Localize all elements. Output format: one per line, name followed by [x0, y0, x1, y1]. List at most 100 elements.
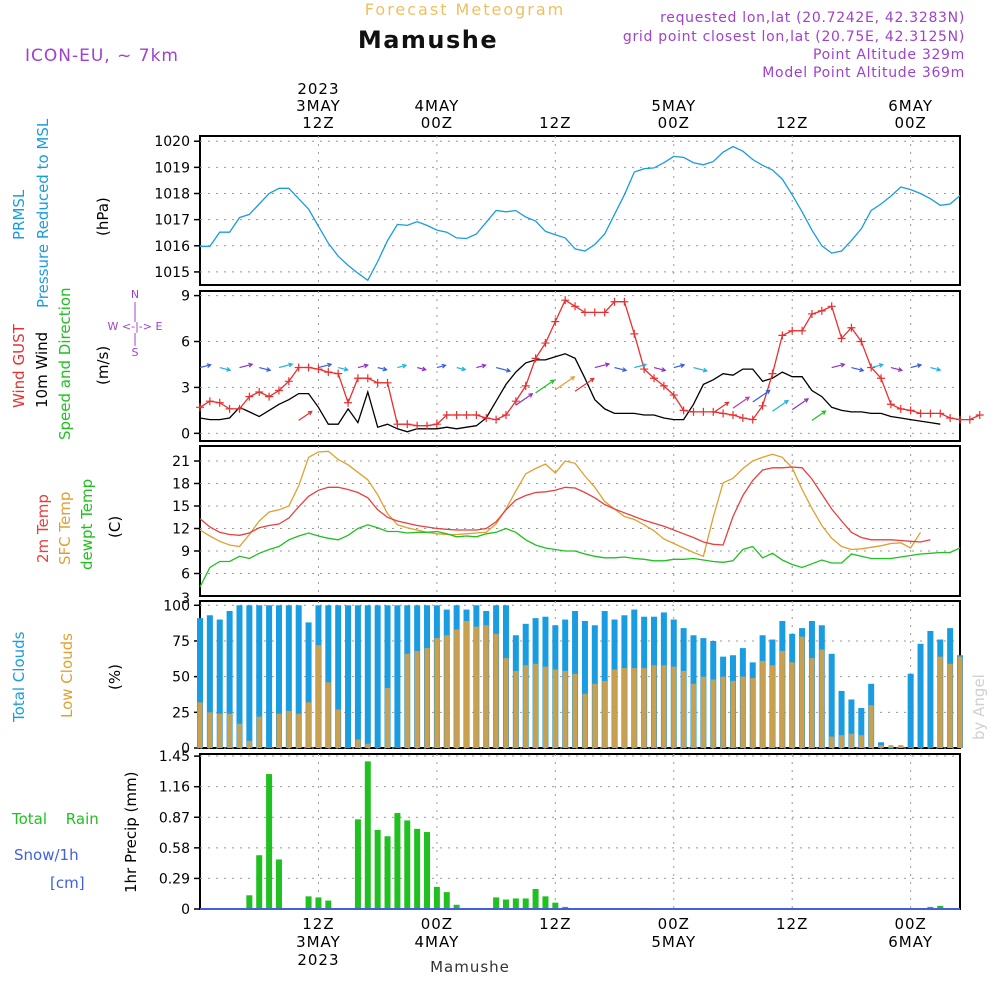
ytick-label: 3 — [181, 591, 190, 607]
gust-marker — [383, 378, 392, 387]
wind-arrow-head — [550, 379, 556, 385]
pressure-label-msl: Pressure Reduced to MSL — [34, 118, 52, 308]
total-cloud-bar — [275, 605, 282, 748]
total-cloud-bar — [828, 653, 835, 748]
wind-arrow — [554, 376, 575, 391]
wind-arrow — [456, 366, 466, 371]
gust-marker — [521, 381, 530, 390]
wind-arrow-head — [402, 363, 408, 369]
rain-bar — [552, 902, 559, 909]
gust-marker — [837, 334, 846, 343]
gust-marker — [857, 337, 866, 346]
rain-bar — [246, 895, 253, 909]
ytick-label: 75 — [172, 634, 190, 650]
gust-marker — [324, 368, 333, 377]
time-label-top: 12Z — [302, 114, 334, 132]
low-cloud-bar — [296, 713, 302, 748]
low-cloud-bar — [533, 663, 539, 748]
wind-arrow — [476, 364, 486, 369]
gust-marker — [265, 392, 274, 401]
low-cloud-bar — [483, 625, 489, 748]
gust-marker — [699, 407, 708, 416]
wind-arrow-head — [505, 367, 512, 373]
panel-temp: 6 9 12 15 18 21 3 — [172, 445, 961, 607]
precip-label-cm: [cm] — [50, 874, 85, 892]
gust-marker — [965, 415, 974, 424]
time-label-top: 00Z — [894, 114, 926, 132]
low-cloud-bar — [839, 735, 845, 748]
wind-arrow — [772, 400, 789, 412]
wind-arrow — [377, 366, 387, 371]
wind-arrow — [693, 366, 707, 372]
low-cloud-bar — [760, 660, 766, 748]
low-cloud-bar — [513, 670, 519, 748]
gust-marker — [571, 302, 580, 311]
low-cloud-bar — [355, 739, 361, 748]
wind-arrow-head — [363, 363, 369, 369]
low-cloud-bar — [306, 702, 312, 748]
time-label-top: 2023 — [297, 80, 339, 98]
rain-bar — [364, 761, 371, 909]
time-label-top: 12Z — [776, 114, 808, 132]
gust-marker — [205, 397, 214, 406]
panel-frame — [199, 135, 961, 286]
wind-arrow-head — [288, 362, 294, 368]
low-cloud-bar — [710, 679, 716, 748]
wind-arrow-head — [744, 396, 751, 402]
wind-arrow — [357, 364, 368, 369]
total-cloud-bar — [887, 748, 894, 749]
total-cloud-bar — [354, 605, 361, 748]
low-cloud-bar — [720, 676, 726, 748]
gust-marker — [541, 339, 550, 348]
ytick-label: 0 — [181, 426, 190, 442]
gust-marker — [788, 326, 797, 335]
gust-marker — [807, 309, 816, 318]
time-label-bottom: 12Z — [776, 915, 808, 933]
total-cloud-bar — [907, 673, 914, 748]
gust-marker — [886, 400, 895, 409]
gust-marker — [728, 410, 737, 419]
low-cloud-bar — [868, 705, 874, 748]
wind-arrow — [890, 366, 903, 371]
rain-bar — [256, 855, 263, 909]
gust-marker — [936, 409, 945, 418]
low-cloud-bar — [582, 693, 588, 748]
gust-marker — [215, 398, 224, 407]
temp-label-2m: 2m Temp — [34, 494, 52, 563]
total-cloud-bar — [364, 605, 371, 748]
low-cloud-bar — [325, 682, 331, 748]
gust-marker — [344, 398, 353, 407]
panel-pressure: 1015 1016 1017 1018 1019 1020 — [154, 134, 961, 286]
time-label-bottom: 5MAY — [651, 933, 696, 951]
clouds-label-low: Low Clouds — [58, 633, 76, 718]
wind-arrow-head — [307, 410, 313, 416]
panel-frame — [199, 600, 961, 749]
gust-marker — [314, 365, 323, 374]
gust-marker — [432, 420, 441, 429]
ytick-label: 9 — [181, 544, 190, 560]
gust-marker — [758, 401, 767, 410]
rain-bar — [937, 905, 944, 909]
low-cloud-bar — [592, 683, 598, 748]
gust-marker — [738, 414, 747, 423]
total-cloud-bar — [384, 605, 391, 748]
low-cloud-bar — [799, 636, 805, 748]
rain-bar — [453, 904, 460, 909]
ytick-label: 9 — [181, 289, 190, 305]
low-cloud-bar — [542, 666, 548, 748]
ytick-label: 1020 — [154, 134, 190, 150]
wind-arrow-head — [702, 367, 708, 373]
total-cloud-bar — [246, 605, 253, 748]
total-cloud-bar — [917, 643, 924, 748]
gust-marker — [561, 296, 570, 305]
wind-10m-line — [199, 353, 941, 433]
wind-arrow-head — [248, 362, 254, 368]
low-cloud-bar — [750, 678, 756, 748]
low-cloud-bar — [700, 676, 706, 748]
rain-bar — [305, 896, 312, 909]
wind-arrow-head — [821, 410, 827, 415]
wind-arrow — [298, 410, 313, 421]
ytick-label: 0 — [181, 902, 190, 918]
wind-arrow-head — [589, 377, 595, 383]
